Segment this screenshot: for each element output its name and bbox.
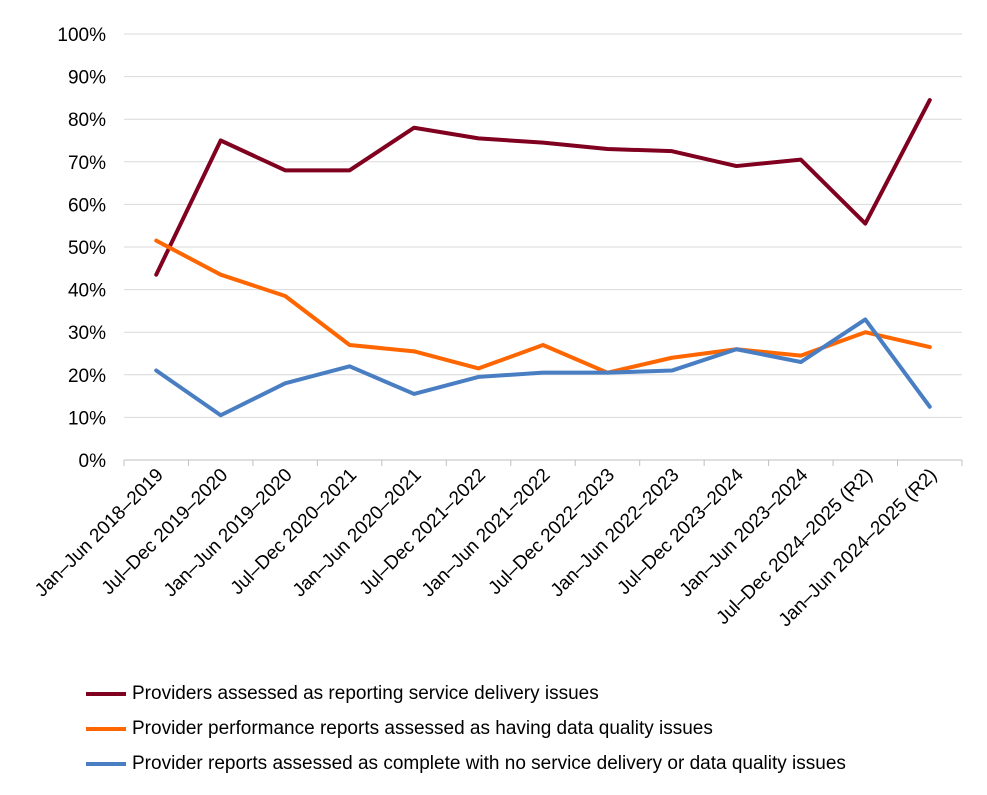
legend: Providers assessed as reporting service … [86, 676, 846, 781]
legend-label: Provider reports assessed as complete wi… [132, 752, 846, 774]
y-tick-label: 80% [68, 110, 106, 131]
x-tick-label: Jul–Dec 2022–2023 [485, 465, 619, 599]
x-tick-label: Jan–Jun 2022–2023 [547, 465, 684, 602]
legend-swatch [86, 726, 126, 731]
y-tick-label: 20% [68, 366, 106, 387]
x-tick-label: Jul–Dec 2021–2022 [356, 465, 490, 599]
series-line-1 [154, 98, 932, 277]
legend-label: Providers assessed as reporting service … [132, 682, 599, 704]
y-tick-label: 40% [68, 281, 106, 302]
legend-item-service-delivery: Providers assessed as reporting service … [86, 676, 846, 711]
y-tick-label: 90% [68, 68, 106, 89]
y-tick-label: 60% [68, 195, 106, 216]
x-tick-label: Jan–Jun 2020–2021 [289, 465, 426, 602]
x-tick-label: Jul–Dec 2023–2024 [614, 464, 749, 599]
y-tick-label: 0% [79, 451, 107, 472]
x-tick-label: Jan–Jun 2021–2022 [418, 465, 555, 602]
legend-label: Provider performance reports assessed as… [132, 717, 713, 739]
x-tick-label: Jan–Jun 2023–2024 [676, 464, 813, 601]
x-tick-label: Jul–Dec 2019–2020 [98, 465, 232, 599]
legend-swatch [86, 691, 126, 696]
y-tick-label: 100% [57, 25, 106, 46]
legend-swatch [86, 761, 126, 766]
y-tick-label: 10% [68, 408, 106, 429]
legend-item-data-quality: Provider performance reports assessed as… [86, 711, 846, 746]
y-tick-label: 70% [68, 153, 106, 174]
x-tick-label: Jan–Jun 2019–2020 [160, 465, 297, 602]
line-chart: 0% 10% 20% 30% 40% 50% 60% 70% 80% 90% 100% Jan–Jun… [31, 25, 963, 631]
y-tick-label: 50% [68, 238, 106, 259]
legend-item-complete: Provider reports assessed as complete wi… [86, 746, 846, 781]
series-line-3 [154, 317, 932, 418]
x-tick-label: Jan–Jun 2018–2019 [31, 465, 168, 602]
y-tick-label: 30% [68, 323, 106, 344]
x-tick-label: Jul–Dec 2020–2021 [227, 465, 361, 599]
